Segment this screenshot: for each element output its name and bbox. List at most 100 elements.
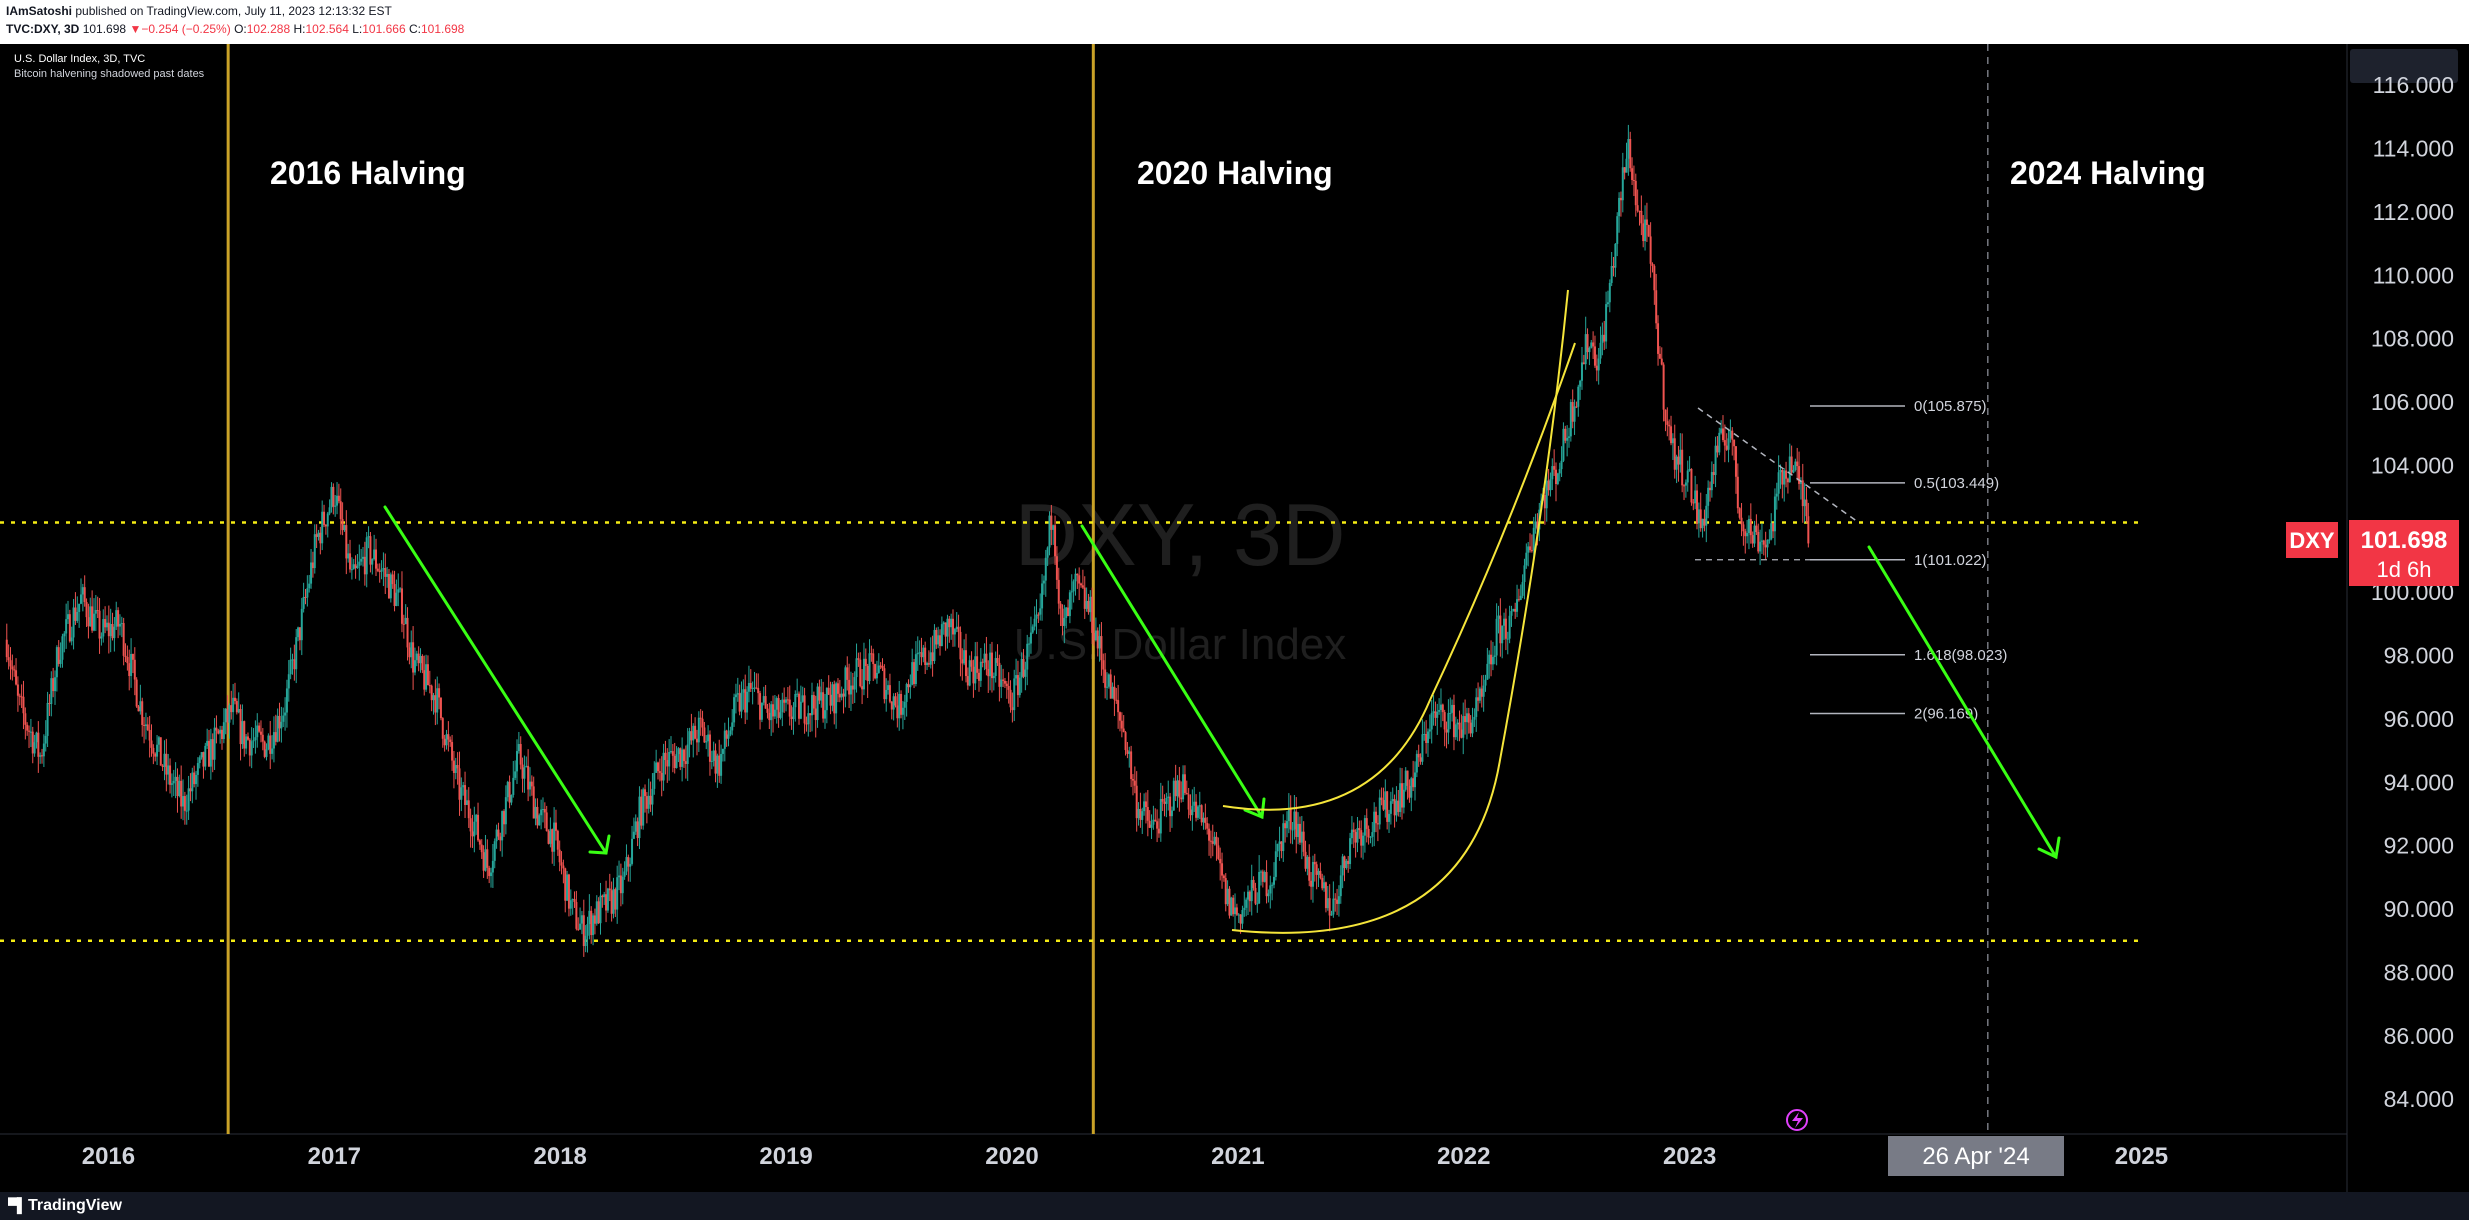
candle-body (554, 822, 557, 831)
candle-body (451, 742, 454, 761)
candle-body (332, 486, 335, 507)
candle-body (1692, 502, 1695, 504)
candle-body (1762, 540, 1765, 545)
fib-extension[interactable]: 0(105.875) 0.5(103.449) 1(101.022) 1.618(98… (1695, 398, 2007, 723)
arrow-2024-line[interactable] (1867, 545, 2058, 859)
legend-title[interactable]: U.S. Dollar Index, 3D, TVC (14, 53, 146, 65)
candle-body (712, 750, 715, 761)
candle-body (540, 809, 543, 816)
candle-body (645, 796, 648, 809)
candle-body (1454, 724, 1457, 738)
candle-body (92, 613, 95, 631)
candle-body (460, 787, 463, 800)
arrow-2017-line[interactable] (383, 505, 608, 855)
candle-body (185, 810, 188, 812)
candles-series (5, 124, 1810, 957)
candle-body (606, 888, 609, 911)
drawings[interactable] (383, 289, 2061, 934)
candle-body (521, 764, 524, 779)
candle-body (276, 715, 279, 742)
candle-body (243, 721, 246, 749)
candle-body (1239, 914, 1242, 924)
candle-body (256, 725, 259, 738)
candle-body (63, 633, 66, 637)
candle-body (1091, 596, 1094, 633)
candle-body (1107, 674, 1110, 687)
candle-body (634, 821, 637, 832)
tradingview-logo[interactable]: ▀▌ TradingView (8, 1197, 122, 1215)
footer-bar: ▀▌ TradingView (0, 1192, 2469, 1220)
candle-body (874, 664, 877, 679)
candle-body (905, 684, 908, 702)
candle-body (996, 658, 999, 663)
candle-body (1345, 860, 1348, 868)
candle-body (211, 739, 214, 760)
candle-body (1516, 599, 1519, 612)
candle-body (1464, 716, 1467, 723)
candle-body (1371, 832, 1374, 837)
candle-body (727, 734, 730, 739)
candle-body (1417, 753, 1420, 758)
candle-body (152, 747, 155, 754)
candle-body (282, 715, 285, 722)
candle-body (1206, 823, 1209, 829)
candle-body (1252, 879, 1255, 888)
candle-body (354, 564, 357, 569)
candle-body (1473, 716, 1476, 720)
candle-body (772, 704, 775, 717)
chart-area[interactable] (0, 44, 2469, 1192)
candle-body (736, 693, 739, 695)
cup-arc-outer[interactable] (1231, 289, 1569, 934)
candle-body (465, 800, 468, 805)
candle-body (677, 748, 680, 755)
descending-trendline[interactable] (1697, 407, 1859, 523)
candle-body (347, 553, 350, 559)
candle-body (430, 685, 433, 701)
halving-2016-label[interactable]: 2016 Halving (270, 155, 466, 191)
candle-body (319, 532, 322, 544)
candle-body (373, 549, 376, 560)
candle-body (1649, 236, 1652, 264)
halving-2020-label[interactable]: 2020 Halving (1137, 155, 1333, 191)
candle-body (764, 696, 767, 709)
candle-body (1042, 580, 1045, 584)
candle-body (1317, 870, 1320, 875)
candle-body (68, 614, 71, 642)
candle-body (118, 624, 121, 627)
author-name[interactable]: IAmSatoshi (6, 4, 73, 18)
candle-body (608, 888, 611, 891)
candle-body (1232, 897, 1235, 915)
halving-2024-label[interactable]: 2024 Halving (2010, 155, 2206, 191)
candle-body (1022, 658, 1025, 677)
cup-arc-inner[interactable] (1222, 342, 1576, 811)
candle-body (1423, 733, 1426, 735)
candle-body (29, 731, 32, 733)
candle-body (413, 660, 416, 673)
candle-body (480, 844, 483, 853)
candle-body (1202, 817, 1205, 823)
candle-body (1293, 811, 1296, 830)
lightning-icon[interactable] (1786, 1109, 1808, 1131)
candle-body (428, 685, 431, 687)
time-axis[interactable]: 2016201720182019202020212022202320242025 (82, 1143, 2168, 1170)
candle-body (1647, 225, 1650, 237)
candle-body (1376, 823, 1379, 825)
candle-body (1534, 521, 1537, 528)
arrow-2020-line[interactable] (1080, 524, 1264, 819)
candle-body (1588, 347, 1591, 353)
candle-body (204, 745, 207, 767)
candle-body (150, 740, 153, 748)
candle-body (336, 495, 339, 506)
candle-body (644, 789, 647, 797)
candle-body (1321, 877, 1324, 889)
candle-body (1451, 704, 1454, 713)
candle-body (803, 695, 806, 724)
candle-body (690, 731, 693, 741)
candle-body (664, 752, 667, 761)
candle-body (1555, 469, 1558, 484)
candle-body (1131, 779, 1134, 781)
price-scale-button[interactable] (2350, 49, 2458, 83)
price-axis[interactable]: 84.000 86.000 88.000 90.000 92.000 94.000 96.0… (2371, 72, 2454, 1112)
candle-body (913, 662, 916, 684)
